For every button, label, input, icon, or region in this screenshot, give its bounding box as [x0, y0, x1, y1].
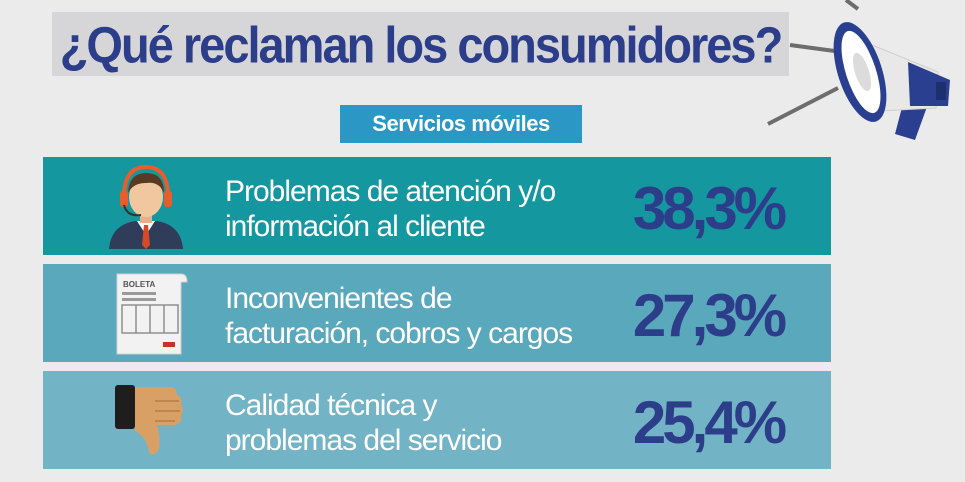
complaint-label: Calidad técnica y problemas del servicio [225, 389, 502, 457]
page-title: ¿Qué reclaman los consumidores? [59, 15, 784, 73]
call-center-agent-icon [109, 164, 183, 249]
complaint-label: Problemas de atención y/o información al… [225, 175, 556, 243]
section-subtitle: Servicios móviles [340, 105, 582, 143]
complaint-label: Inconvenientes de facturación, cobros y … [225, 282, 573, 350]
megaphone-icon [767, 0, 950, 140]
complaint-percent: 38,3% [632, 175, 787, 242]
thumbs-down-icon [115, 385, 183, 455]
title-banner: ¿Qué reclaman los consumidores? [52, 12, 789, 76]
complaint-percent: 27,3% [632, 282, 787, 349]
receipt-icon: BOLETA [116, 273, 188, 355]
complaint-row-3: Calidad técnica y problemas del servicio… [43, 371, 831, 469]
complaint-row-1: Problemas de atención y/o información al… [43, 157, 831, 255]
complaint-percent: 25,4% [632, 389, 787, 456]
complaint-row-2: BOLETA Inconvenientes de facturación, co… [43, 264, 831, 362]
receipt-label: BOLETA [123, 280, 156, 289]
